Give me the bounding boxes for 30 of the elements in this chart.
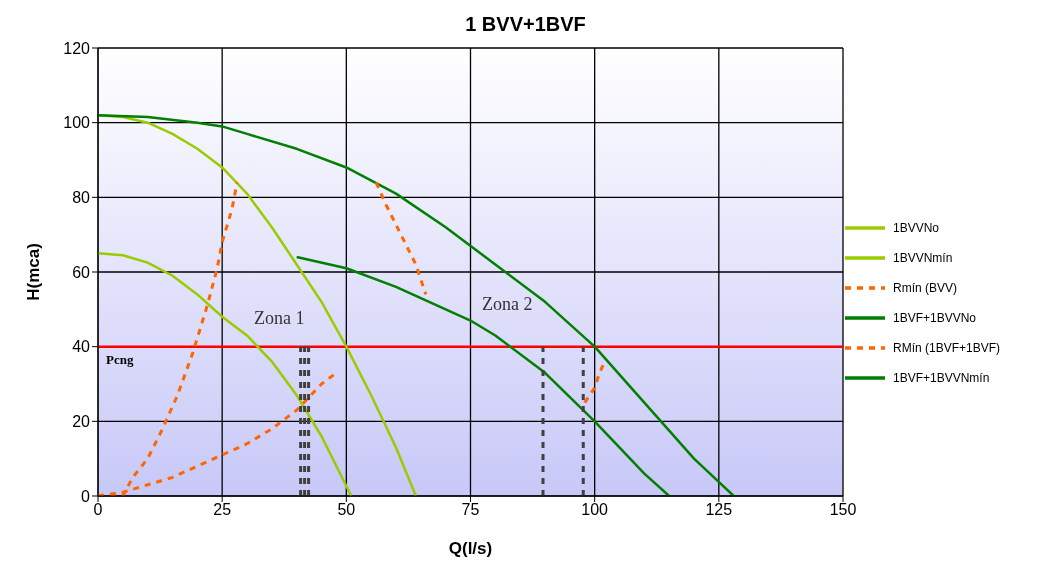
legend-label: 1BVF+1BVVNmín [893, 370, 990, 387]
x-tick-label: 25 [213, 501, 232, 519]
chart-title: 1 BVV+1BVF [464, 12, 587, 37]
x-tick-label: 0 [93, 501, 103, 519]
x-tick-label: 150 [829, 501, 857, 519]
x-tick-label: 50 [337, 501, 356, 519]
x-tick-label: 100 [581, 501, 609, 519]
line-series [98, 113, 735, 496]
annotation: Zona 1 [254, 308, 305, 329]
line-series [98, 113, 418, 496]
y-tick-label: 20 [72, 413, 91, 431]
y-tick-label: 100 [63, 114, 91, 132]
legend-label: RMín (1BVF+1BVF) [893, 340, 1001, 357]
legend-label: 1BVF+1BVVNo [893, 310, 977, 327]
line-series [295, 255, 671, 496]
y-tick-label: 80 [72, 189, 91, 207]
line-series [374, 180, 428, 296]
y-axis-title: H(mca) [24, 243, 44, 301]
legend-label: Rmín (BVV) [893, 280, 958, 297]
legend-label: 1BVVNmín [893, 250, 953, 267]
annotation: Zona 2 [482, 294, 533, 315]
x-axis-title: Q(l/s) [448, 539, 493, 558]
ref-line-label: Pcng [106, 351, 134, 367]
x-tick-label: 125 [705, 501, 733, 519]
legend-label: 1BVVNo [893, 220, 940, 237]
y-tick-label: 0 [81, 487, 91, 505]
y-tick-label: 120 [63, 39, 91, 57]
y-tick-label: 40 [72, 338, 91, 356]
y-tick-label: 60 [72, 263, 91, 281]
x-tick-label: 75 [461, 501, 480, 519]
